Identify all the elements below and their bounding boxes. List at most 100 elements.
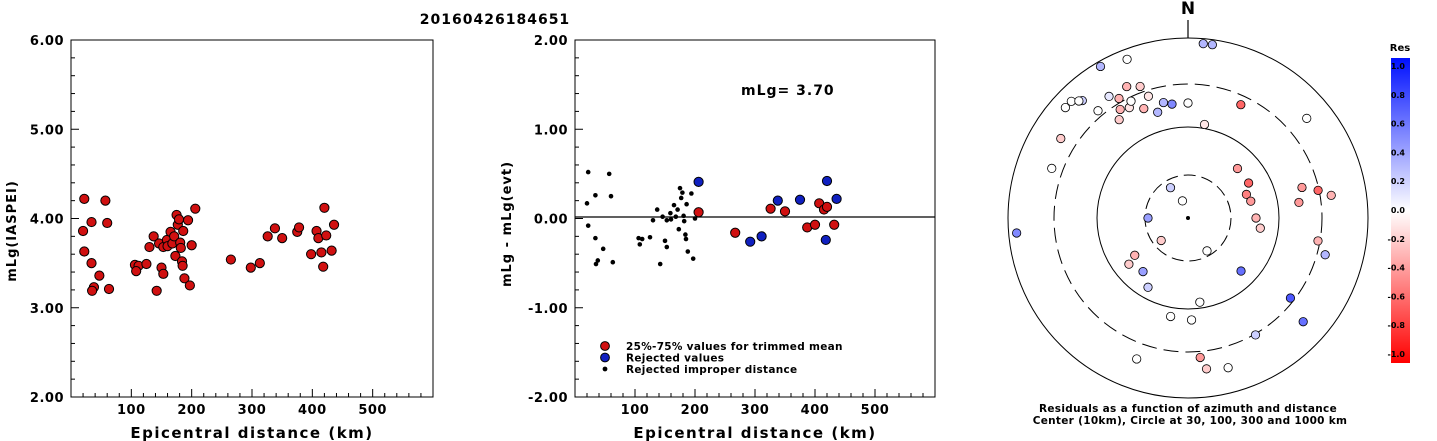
rejected-distance-point xyxy=(636,235,641,241)
trimmed-mean-point xyxy=(829,219,840,230)
rejected-distance-point xyxy=(683,236,689,242)
colorbar-gradient xyxy=(1391,58,1410,363)
magnitude-point xyxy=(269,223,281,234)
caption-line-2: Center (10km), Circle at 30, 100, 300 an… xyxy=(1033,415,1348,427)
rejected-value-point xyxy=(745,236,756,247)
magnitude-point xyxy=(131,266,142,277)
station-residual-point xyxy=(1297,182,1307,193)
rejected-distance-point xyxy=(678,195,684,201)
y-tick-label: 1.00 xyxy=(534,123,568,138)
x-tick-label: 200 xyxy=(681,403,710,418)
station-residual-point xyxy=(1167,99,1177,109)
station-residual-point xyxy=(1047,163,1057,174)
colorbar-tick-label: -0.6 xyxy=(1388,292,1406,301)
ring-100km xyxy=(1096,126,1280,310)
magnitude-point xyxy=(262,231,273,242)
magnitude-point xyxy=(186,240,197,251)
trimmed-mean-point xyxy=(693,207,704,218)
north-label: N xyxy=(1181,0,1195,19)
legend: 25%-75% values for trimmed meanRejected … xyxy=(600,341,843,376)
rejected-distance-point xyxy=(606,171,612,177)
station-residual-point xyxy=(1298,317,1308,327)
station-residual-point xyxy=(1244,178,1254,188)
x-axis-label: Epicentral distance (km) xyxy=(130,424,373,441)
rejected-distance-point xyxy=(664,217,670,223)
station-residual-point xyxy=(1255,223,1265,233)
trimmed-mean-point xyxy=(765,203,776,214)
magnitude-point xyxy=(148,231,159,242)
y-tick-label: 0.00 xyxy=(534,213,568,228)
rejected-distance-point xyxy=(681,218,687,224)
station-residual-point xyxy=(1143,91,1154,101)
trimmed-mean-point xyxy=(730,227,741,238)
station-residual-point xyxy=(1195,352,1205,363)
magnitude-point xyxy=(245,262,256,273)
rejected-distance-point xyxy=(692,216,698,221)
rejected-distance-point xyxy=(676,226,682,232)
magnitude-point xyxy=(178,225,189,237)
station-residual-point xyxy=(1195,297,1205,307)
center-dot xyxy=(1186,216,1190,220)
rejected-distance-point xyxy=(668,210,673,216)
rejected-distance-point xyxy=(657,261,663,267)
station-residual-point xyxy=(1236,100,1246,110)
trimmed-mean-point xyxy=(779,206,791,217)
station-residual-point xyxy=(1186,315,1197,325)
magnitude-point xyxy=(141,258,152,270)
station-residual-point xyxy=(1060,102,1070,113)
station-residual-point xyxy=(1135,81,1145,92)
rejected-distance-point xyxy=(637,242,643,247)
rejected-distance-point xyxy=(584,201,590,206)
colorbar-tick-label: -0.2 xyxy=(1388,235,1406,244)
station-residual-point xyxy=(1177,196,1188,206)
rejected-distance-point xyxy=(593,235,598,241)
magnitude-point xyxy=(170,250,181,262)
magnitude-point xyxy=(316,247,327,258)
station-residual-point xyxy=(1130,250,1140,260)
rejected-distance-point xyxy=(654,207,660,212)
magnitude-distance-plot: 2.00 3.00 4.00 5.00 6.00 100 200 300 400 500 mLg(… xyxy=(5,34,434,441)
station-residual-point xyxy=(1251,213,1261,223)
colorbar-tick-label: 1.0 xyxy=(1391,62,1406,71)
station-residual-point xyxy=(1124,259,1134,269)
rejected-distance-point xyxy=(660,214,665,220)
rejected-distance-point xyxy=(595,258,601,263)
colorbar-tick-label: -0.4 xyxy=(1388,264,1406,273)
rejected-value-point xyxy=(794,194,806,205)
magnitude-point xyxy=(86,258,97,269)
station-residual-point xyxy=(1236,266,1246,276)
station-residual-point xyxy=(1126,96,1136,106)
rejected-value-point xyxy=(831,193,842,204)
y-axis-label: mLg - mLg(evt) xyxy=(500,161,515,287)
station-residual-point xyxy=(1313,236,1323,246)
rejected-distance-point xyxy=(677,185,683,191)
station-residual-point xyxy=(1199,119,1210,130)
magnitude-point xyxy=(190,203,201,214)
plot-frame xyxy=(70,39,434,398)
magnitude-point xyxy=(86,216,97,228)
rejected-distance-point xyxy=(673,214,679,220)
station-residual-point xyxy=(1294,197,1304,208)
station-residual-point xyxy=(1095,61,1106,72)
y-tick-label: 3.00 xyxy=(30,302,64,317)
station-residual-point xyxy=(1320,250,1330,260)
rejected-distance-point xyxy=(675,207,680,212)
magnitude-point xyxy=(293,222,305,233)
rejected-distance-point xyxy=(684,201,689,207)
station-residual-point xyxy=(1326,190,1336,200)
y-tick-label: -2.00 xyxy=(528,391,568,406)
station-residual-point xyxy=(1122,54,1132,64)
station-residual-point xyxy=(1138,267,1148,277)
y-tick-label: 4.00 xyxy=(30,213,64,228)
x-tick-label: 400 xyxy=(298,403,327,418)
legend-marker xyxy=(600,341,610,351)
rejected-distance-point xyxy=(600,246,606,252)
magnitude-point xyxy=(77,225,89,237)
station-residual-point xyxy=(1114,93,1124,104)
rejected-distance-point xyxy=(585,169,591,175)
rejected-distance-point xyxy=(685,249,691,254)
station-residual-point xyxy=(1183,98,1193,108)
station-residual-point xyxy=(1143,213,1153,223)
legend-marker xyxy=(602,366,608,372)
mlg-annotation: mLg= 3.70 xyxy=(741,83,835,99)
